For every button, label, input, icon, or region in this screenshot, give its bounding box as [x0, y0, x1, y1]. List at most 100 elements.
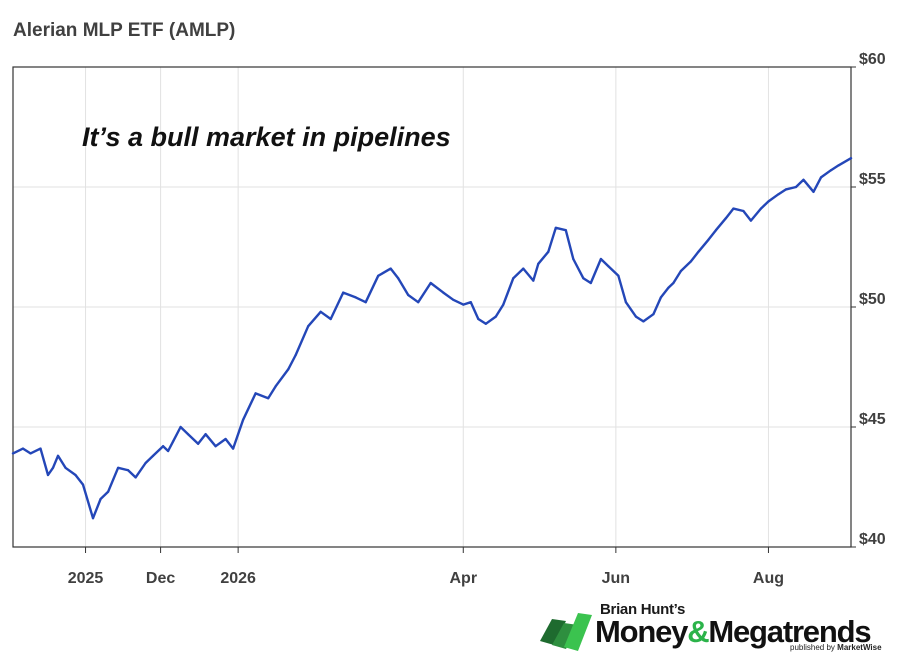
chart-annotation: It’s a bull market in pipelines [82, 122, 451, 152]
data-point [689, 260, 693, 263]
data-point [749, 219, 753, 222]
y-axis: $60 $55 $50 $45 $40 [851, 51, 886, 548]
data-point [469, 301, 472, 304]
data-point [91, 517, 95, 520]
data-point [537, 262, 540, 265]
data-point [667, 286, 670, 289]
data-point [697, 250, 700, 253]
series-line [11, 157, 853, 520]
brand-word2: Megatrends [708, 614, 871, 649]
data-point [377, 274, 380, 277]
y-tick-label: $55 [859, 171, 886, 188]
data-point [162, 445, 165, 448]
data-point [267, 397, 270, 400]
brand-wordmark: Money&Megatrends [595, 614, 872, 650]
data-point [802, 178, 805, 181]
data-point [64, 466, 67, 469]
data-point [274, 385, 277, 388]
data-point [117, 466, 120, 469]
y-tick-label: $40 [859, 531, 886, 548]
data-point [144, 461, 147, 465]
brand-tagline: published by MarketWise [790, 643, 882, 652]
data-point [74, 473, 77, 477]
data-point [127, 469, 130, 472]
x-tick-label: 2026 [220, 570, 256, 587]
data-point [287, 368, 290, 371]
data-point [407, 293, 410, 297]
data-point [354, 296, 357, 299]
data-point [532, 279, 535, 282]
data-point [607, 265, 610, 268]
brand-logo: Brian Hunt’s Money&Megatrends published … [538, 601, 888, 657]
data-point [152, 454, 155, 457]
gridlines [13, 67, 851, 547]
data-point [484, 322, 487, 325]
data-point [319, 310, 322, 313]
data-point [784, 188, 788, 191]
bars-icon [540, 613, 592, 651]
data-point [21, 447, 25, 450]
data-point [724, 217, 728, 220]
data-point [99, 497, 102, 501]
data-point [829, 169, 833, 172]
x-tick-label: 2025 [68, 570, 104, 587]
data-point [767, 200, 770, 203]
data-point [134, 476, 137, 479]
data-point [732, 207, 735, 210]
data-point [522, 267, 525, 270]
data-point [389, 267, 392, 270]
data-point [837, 164, 840, 167]
data-point [849, 157, 853, 160]
data-point [39, 447, 42, 450]
data-point [624, 301, 628, 304]
data-points [11, 157, 853, 520]
data-point [819, 176, 823, 179]
data-point [167, 449, 170, 453]
data-point [232, 447, 235, 450]
data-point [29, 452, 32, 455]
x-tick-label: Dec [146, 570, 175, 587]
data-point [547, 250, 550, 253]
chart-title: Alerian MLP ETF (AMLP) [13, 20, 236, 41]
data-point [364, 301, 367, 304]
data-point [242, 418, 245, 421]
tagline-prefix: published by [790, 643, 835, 652]
data-point [617, 274, 620, 277]
data-point [554, 226, 557, 229]
data-point [417, 301, 420, 304]
data-point [81, 483, 85, 486]
data-point [462, 303, 465, 306]
data-point [634, 315, 638, 318]
data-point [179, 425, 182, 429]
data-point [187, 433, 190, 436]
brand-line1: Brian Hunt’s [600, 601, 686, 618]
data-point [512, 277, 515, 280]
data-point [197, 442, 200, 445]
x-tick-label: Jun [602, 570, 630, 587]
x-tick-label: Apr [449, 570, 477, 587]
data-point [429, 281, 432, 285]
brand-word1: Money [595, 614, 688, 649]
data-point [812, 190, 815, 193]
data-point [642, 320, 645, 323]
data-point [477, 317, 480, 321]
data-point [254, 392, 257, 395]
data-point [51, 466, 55, 469]
data-point [342, 291, 345, 294]
data-point [224, 437, 227, 441]
data-point [672, 281, 675, 285]
data-point [659, 296, 663, 299]
data-point [777, 193, 780, 196]
data-point [11, 452, 15, 455]
data-point [214, 445, 217, 448]
y-tick-label: $45 [859, 411, 886, 428]
data-point [329, 317, 332, 321]
data-point [707, 238, 710, 241]
data-point [172, 440, 175, 443]
data-point [452, 298, 455, 301]
data-point [204, 433, 207, 436]
data-point [589, 281, 592, 285]
y-tick-label: $50 [859, 291, 886, 308]
data-point [442, 291, 445, 294]
data-point [56, 454, 60, 457]
